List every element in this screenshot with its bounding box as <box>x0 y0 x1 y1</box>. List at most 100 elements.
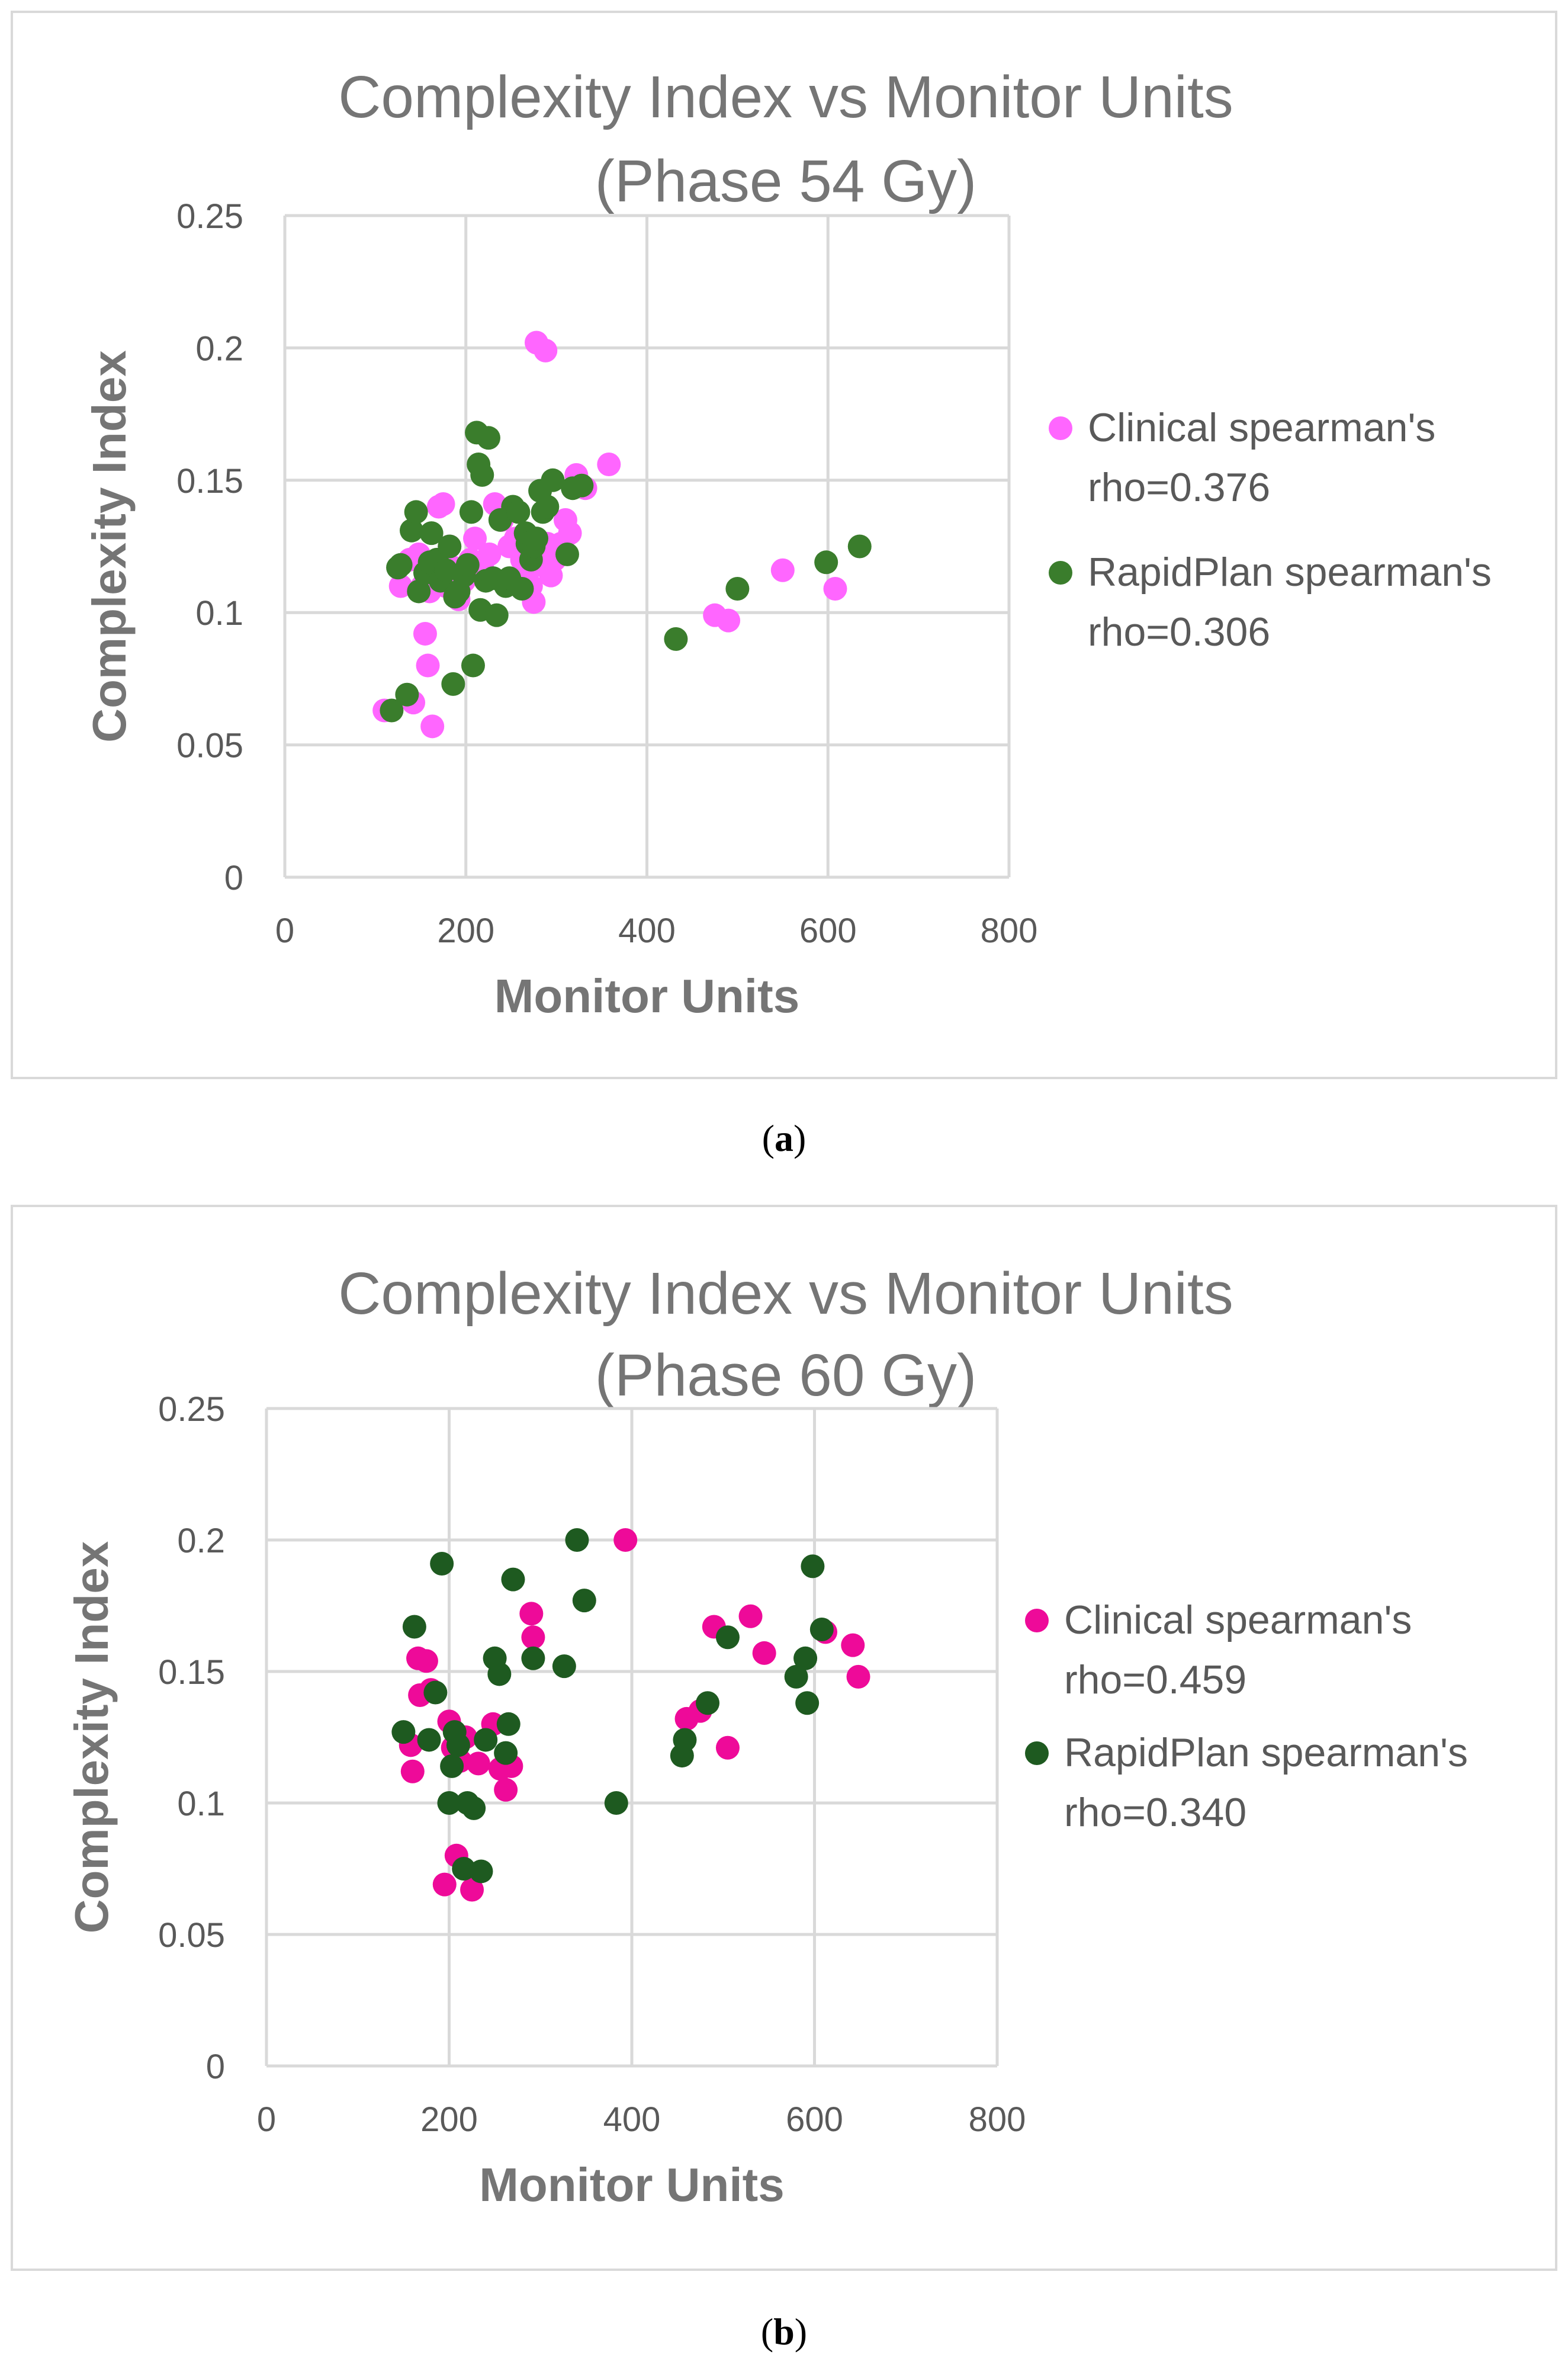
chart1-clinical-point <box>414 1649 438 1673</box>
chart1-legend-label-clinical: Clinical spearman's <box>1064 1597 1412 1642</box>
chart1-x-tick-label: 200 <box>420 2100 478 2139</box>
chart0-legend-rho-clinical: rho=0.376 <box>1088 465 1270 510</box>
chart1-rapidplan-point <box>391 1720 416 1744</box>
chart1-legend-rho-clinical: rho=0.459 <box>1064 1657 1246 1702</box>
chart1-rapidplan-point <box>440 1754 464 1778</box>
chart0-legend-marker-rapidplan <box>1049 561 1072 585</box>
chart1-y-axis-label: Complexity Index <box>65 1541 118 1933</box>
scatter-chart-phase-60: Complexity Index vs Monitor Units (Phase … <box>65 1260 1468 2211</box>
chart1-rapidplan-point <box>501 1567 525 1592</box>
chart0-title-line2: (Phase 54 Gy) <box>595 148 977 214</box>
chart1-rapidplan-point <box>462 1796 486 1820</box>
chart0-x-tick-label: 200 <box>437 912 494 950</box>
chart0-y-tick-label: 0.15 <box>176 462 243 500</box>
chart0-clinical-point <box>420 714 445 739</box>
scatter-chart-phase-54: Complexity Index vs Monitor Units (Phase … <box>83 64 1492 1022</box>
chart1-x-axis-label: Monitor Units <box>479 2158 784 2211</box>
chart1-rapidplan-point <box>552 1654 576 1679</box>
chart1-clinical-point <box>400 1759 425 1783</box>
chart1-rapidplan-point <box>795 1691 820 1715</box>
chart1-rapidplan-point <box>521 1646 545 1670</box>
chart1-rapidplan-point <box>417 1728 441 1752</box>
chart1-title-line1: Complexity Index vs Monitor Units <box>338 1260 1233 1327</box>
chart0-clinical-point <box>477 542 502 566</box>
chart1-rapidplan-point <box>446 1733 470 1757</box>
chart0-series-rapidplan <box>380 421 872 723</box>
chart0-rapidplan-point <box>847 534 872 559</box>
chart1-clinical-point <box>494 1778 518 1802</box>
chart1-legend-rho-rapidplan: rho=0.340 <box>1064 1790 1246 1835</box>
chart1-series-clinical <box>399 1528 870 1902</box>
chart1-rapidplan-point <box>496 1712 520 1736</box>
chart0-rapidplan-point <box>570 473 594 498</box>
chart1-rapidplan-point <box>474 1728 498 1752</box>
chart1-rapidplan-point <box>572 1589 596 1613</box>
chart0-legend-label-rapidplan: RapidPlan spearman's <box>1088 550 1492 595</box>
chart1-y-tick-label: 0.1 <box>177 1785 225 1823</box>
chart0-rapidplan-point <box>535 495 560 519</box>
chart1-rapidplan-point <box>494 1741 518 1765</box>
chart0-rapidplan-point <box>455 553 480 577</box>
caption-b: (b) <box>760 2311 808 2353</box>
chart0-rapidplan-point <box>461 653 485 678</box>
chart1-title-line2: (Phase 60 Gy) <box>595 1342 977 1409</box>
chart0-legend-rho-rapidplan: rho=0.306 <box>1088 609 1270 654</box>
chart1-x-tick-label: 400 <box>603 2100 661 2139</box>
chart0-title-line1: Complexity Index vs Monitor Units <box>338 64 1233 130</box>
chart1-rapidplan-point <box>437 1791 461 1815</box>
chart1-clinical-point <box>738 1604 763 1628</box>
chart1-rapidplan-point <box>801 1554 825 1578</box>
chart1-y-tick-label: 0 <box>206 2048 225 2086</box>
chart0-clinical-point <box>558 521 582 546</box>
chart0-clinical-point <box>716 608 741 633</box>
chart1-rapidplan-point <box>402 1615 426 1639</box>
chart0-rapidplan-point <box>407 579 431 604</box>
chart0-clinical-point <box>416 653 440 678</box>
chart0-clinical-point <box>770 558 795 582</box>
chart0-rapidplan-point <box>404 500 428 524</box>
chart1-rapidplan-point <box>696 1691 720 1715</box>
chart1-rapidplan-point <box>793 1646 818 1670</box>
chart1-y-tick-label: 0.05 <box>158 1916 225 1955</box>
chart0-clinical-point <box>534 338 558 362</box>
chart0-legend-marker-clinical <box>1049 416 1072 440</box>
chart1-clinical-point <box>519 1602 544 1626</box>
chart-panel-a: Complexity Index vs Monitor Units (Phase … <box>11 11 1557 1079</box>
chart0-rapidplan-point <box>506 500 531 524</box>
chart0-y-tick-label: 0 <box>224 859 243 897</box>
chart0-x-tick-label: 400 <box>618 912 676 950</box>
chart1-rapidplan-point <box>423 1680 448 1705</box>
chart1-series-rapidplan <box>391 1528 834 1884</box>
chart1-clinical-point <box>460 1878 484 1902</box>
chart1-rapidplan-point <box>673 1728 697 1752</box>
caption-b-letter: b <box>773 2311 795 2353</box>
chart1-rapidplan-point <box>487 1662 512 1686</box>
chart0-rapidplan-point <box>434 558 458 582</box>
chart1-clinical-point <box>752 1641 776 1665</box>
chart0-y-tick-label: 0.25 <box>176 197 243 236</box>
chart0-rapidplan-point <box>484 603 509 627</box>
chart1-rapidplan-point <box>565 1528 589 1552</box>
chart1-x-tick-label: 600 <box>786 2100 843 2139</box>
chart0-rapidplan-point <box>380 698 404 723</box>
chart0-rapidplan-point <box>541 468 565 492</box>
chart0-x-tick-label: 600 <box>799 912 857 950</box>
chart1-legend-label-rapidplan: RapidPlan spearman's <box>1064 1730 1468 1775</box>
chart0-clinical-point <box>431 492 455 516</box>
chart1-rapidplan-point <box>604 1791 628 1815</box>
caption-a-letter: a <box>775 1117 793 1159</box>
chart0-clinical-point <box>823 576 847 601</box>
chart0-x-tick-label: 0 <box>275 912 294 950</box>
chart1-y-tick-label: 0.2 <box>177 1522 225 1560</box>
chart0-y-tick-label: 0.2 <box>195 329 243 368</box>
chart1-clinical-point <box>466 1751 490 1776</box>
chart0-rapidplan-point <box>814 550 838 575</box>
chart0-x-tick-label: 800 <box>981 912 1038 950</box>
chart0-legend-label-clinical: Clinical spearman's <box>1088 405 1435 450</box>
chart0-rapidplan-point <box>725 576 750 601</box>
chart-panel-b: Complexity Index vs Monitor Units (Phase … <box>11 1205 1557 2271</box>
chart1-rapidplan-point <box>784 1664 808 1689</box>
chart1-rapidplan-point <box>452 1857 476 1881</box>
chart0-rapidplan-point <box>441 672 465 696</box>
chart1-rapidplan-point <box>469 1859 493 1884</box>
